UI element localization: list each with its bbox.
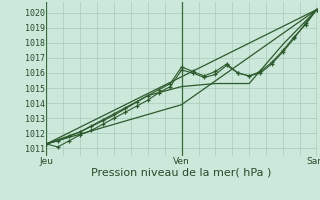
X-axis label: Pression niveau de la mer( hPa ): Pression niveau de la mer( hPa ) (92, 168, 272, 178)
